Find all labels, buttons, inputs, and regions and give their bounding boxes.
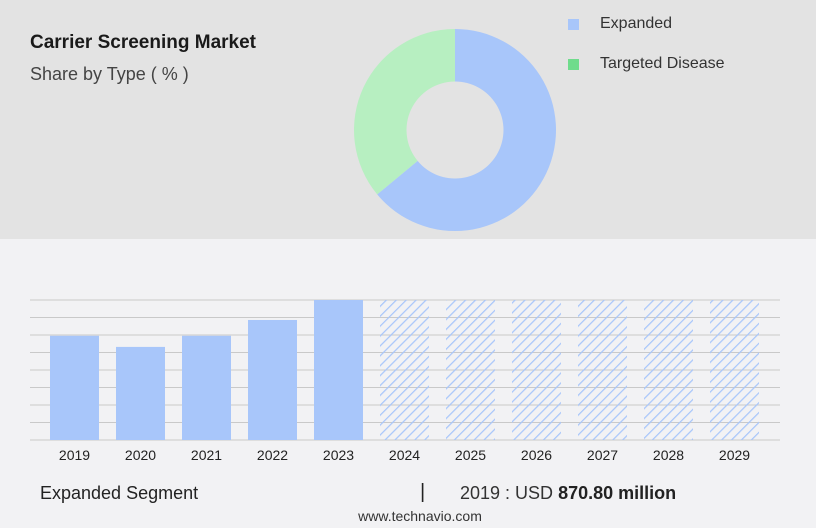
footer-segment-label: Expanded Segment (40, 483, 199, 503)
chart-title: Carrier Screening Market (30, 32, 256, 53)
legend-label-targeted-disease: Targeted Disease (600, 55, 725, 72)
x-tick-label-2023: 2023 (323, 447, 354, 463)
legend-swatch-expanded (568, 18, 579, 30)
forecast-bar-2029 (710, 300, 759, 440)
legend-label-expanded: Expanded (600, 15, 673, 32)
x-tick-label-2019: 2019 (59, 447, 90, 463)
x-tick-label-2025: 2025 (455, 447, 486, 463)
footer-separator: | (420, 481, 426, 503)
donut-slice-targeted-disease (354, 29, 455, 195)
forecast-bar-2027 (578, 300, 627, 440)
legend-item-expanded: Expanded (568, 14, 672, 34)
forecast-bar-2025 (446, 300, 495, 440)
chart-subtitle: Share by Type ( % ) (30, 64, 189, 84)
forecast-bar-2026 (512, 300, 561, 440)
website-link[interactable]: www.technavio.com (358, 508, 482, 524)
x-tick-label-2020: 2020 (125, 447, 156, 463)
forecast-bar-2024 (380, 300, 429, 440)
x-tick-label-2026: 2026 (521, 447, 552, 463)
bar-2022 (248, 319, 297, 440)
x-tick-label-2022: 2022 (257, 447, 288, 463)
x-tick-label-2028: 2028 (653, 447, 684, 463)
bar-2021 (182, 335, 231, 440)
bar-2023 (314, 300, 363, 440)
footer-value: 2019 : USD 870.80 million (460, 483, 676, 504)
donut-slice-expanded (377, 29, 556, 232)
x-tick-label-2027: 2027 (587, 447, 618, 463)
x-tick-label-2024: 2024 (389, 447, 420, 463)
x-tick-label-2029: 2029 (719, 447, 750, 463)
x-tick-label-2021: 2021 (191, 447, 222, 463)
forecast-bar-2028 (644, 300, 693, 440)
footer-value-text: 870.80 million (558, 483, 677, 503)
legend-swatch-targeted-disease (568, 58, 579, 70)
bar-chart: 2019 2020 2021 2022 2023 2024 2025 2026 2027 2028… (30, 299, 780, 463)
bar-2019 (50, 335, 99, 440)
donut-chart (354, 29, 556, 232)
bar-2020 (116, 346, 165, 440)
footer-year-text: 2019 : USD (460, 483, 554, 503)
legend-item-targeted-disease: Targeted Disease (568, 54, 725, 74)
